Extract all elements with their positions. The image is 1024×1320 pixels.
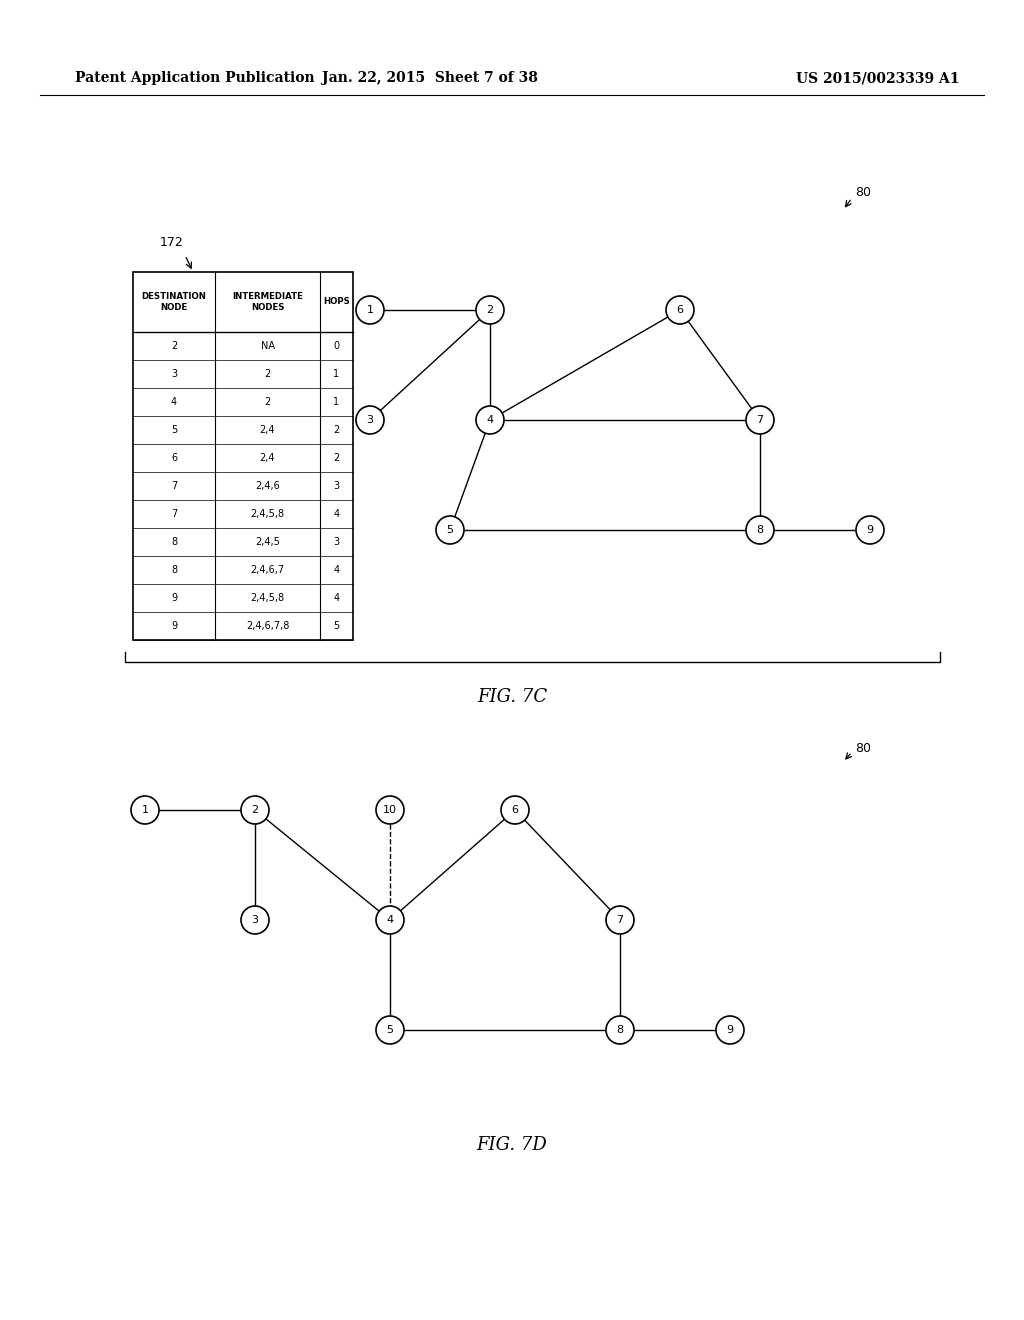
- Circle shape: [476, 296, 504, 323]
- Text: 7: 7: [171, 480, 177, 491]
- Circle shape: [436, 516, 464, 544]
- Text: 10: 10: [383, 805, 397, 814]
- Text: 2,4,5,8: 2,4,5,8: [251, 510, 285, 519]
- Text: 0: 0: [334, 341, 340, 351]
- Circle shape: [241, 906, 269, 935]
- Text: HOPS: HOPS: [323, 297, 350, 306]
- Text: 5: 5: [334, 620, 340, 631]
- Circle shape: [856, 516, 884, 544]
- Text: 172: 172: [160, 235, 184, 248]
- Text: 8: 8: [757, 525, 764, 535]
- Text: 3: 3: [334, 537, 340, 546]
- Text: 7: 7: [616, 915, 624, 925]
- Circle shape: [501, 796, 529, 824]
- Text: 3: 3: [171, 370, 177, 379]
- Text: 4: 4: [386, 915, 393, 925]
- Text: 80: 80: [855, 186, 871, 199]
- Text: 2: 2: [252, 805, 259, 814]
- Text: 5: 5: [171, 425, 177, 436]
- Circle shape: [356, 407, 384, 434]
- Text: 1: 1: [367, 305, 374, 315]
- Text: 2,4,5: 2,4,5: [255, 537, 280, 546]
- Text: 6: 6: [171, 453, 177, 463]
- Circle shape: [376, 796, 404, 824]
- Circle shape: [746, 407, 774, 434]
- Text: 8: 8: [171, 537, 177, 546]
- Text: 2: 2: [264, 370, 270, 379]
- Text: 2: 2: [486, 305, 494, 315]
- Text: 1: 1: [141, 805, 148, 814]
- Text: 4: 4: [486, 414, 494, 425]
- Circle shape: [666, 296, 694, 323]
- Circle shape: [356, 296, 384, 323]
- Text: 3: 3: [367, 414, 374, 425]
- Text: 9: 9: [171, 620, 177, 631]
- Text: 9: 9: [726, 1026, 733, 1035]
- Circle shape: [606, 906, 634, 935]
- Text: 80: 80: [855, 742, 871, 755]
- Text: 2,4,5,8: 2,4,5,8: [251, 593, 285, 603]
- Text: 2,4,6: 2,4,6: [255, 480, 280, 491]
- Circle shape: [241, 796, 269, 824]
- Text: 1: 1: [334, 370, 340, 379]
- Text: NA: NA: [260, 341, 274, 351]
- Circle shape: [476, 407, 504, 434]
- Text: 4: 4: [334, 593, 340, 603]
- Text: DESTINATION
NODE: DESTINATION NODE: [141, 292, 207, 312]
- Text: 6: 6: [677, 305, 683, 315]
- Text: 2,4,6,7: 2,4,6,7: [251, 565, 285, 576]
- Text: INTERMEDIATE
NODES: INTERMEDIATE NODES: [232, 292, 303, 312]
- Text: 3: 3: [252, 915, 258, 925]
- Text: US 2015/0023339 A1: US 2015/0023339 A1: [797, 71, 961, 84]
- Text: FIG. 7C: FIG. 7C: [477, 688, 547, 706]
- Text: 7: 7: [757, 414, 764, 425]
- Text: Jan. 22, 2015  Sheet 7 of 38: Jan. 22, 2015 Sheet 7 of 38: [323, 71, 538, 84]
- Text: 4: 4: [171, 397, 177, 407]
- Text: 2: 2: [171, 341, 177, 351]
- Text: 2,4,6,7,8: 2,4,6,7,8: [246, 620, 289, 631]
- Text: 2,4: 2,4: [260, 453, 275, 463]
- Text: Patent Application Publication: Patent Application Publication: [75, 71, 314, 84]
- Text: 9: 9: [171, 593, 177, 603]
- Text: 3: 3: [334, 480, 340, 491]
- Text: 2: 2: [334, 453, 340, 463]
- Text: 4: 4: [334, 565, 340, 576]
- Circle shape: [746, 516, 774, 544]
- Text: 8: 8: [616, 1026, 624, 1035]
- Text: 2,4: 2,4: [260, 425, 275, 436]
- Text: 4: 4: [334, 510, 340, 519]
- Text: 2: 2: [334, 425, 340, 436]
- Text: 6: 6: [512, 805, 518, 814]
- Text: 8: 8: [171, 565, 177, 576]
- Text: FIG. 7D: FIG. 7D: [476, 1137, 548, 1154]
- Text: 5: 5: [386, 1026, 393, 1035]
- Text: 5: 5: [446, 525, 454, 535]
- Circle shape: [376, 1016, 404, 1044]
- Bar: [133, 272, 353, 640]
- Text: 7: 7: [171, 510, 177, 519]
- Circle shape: [606, 1016, 634, 1044]
- Circle shape: [376, 906, 404, 935]
- Text: 9: 9: [866, 525, 873, 535]
- Circle shape: [716, 1016, 744, 1044]
- Circle shape: [131, 796, 159, 824]
- Text: 1: 1: [334, 397, 340, 407]
- Text: 2: 2: [264, 397, 270, 407]
